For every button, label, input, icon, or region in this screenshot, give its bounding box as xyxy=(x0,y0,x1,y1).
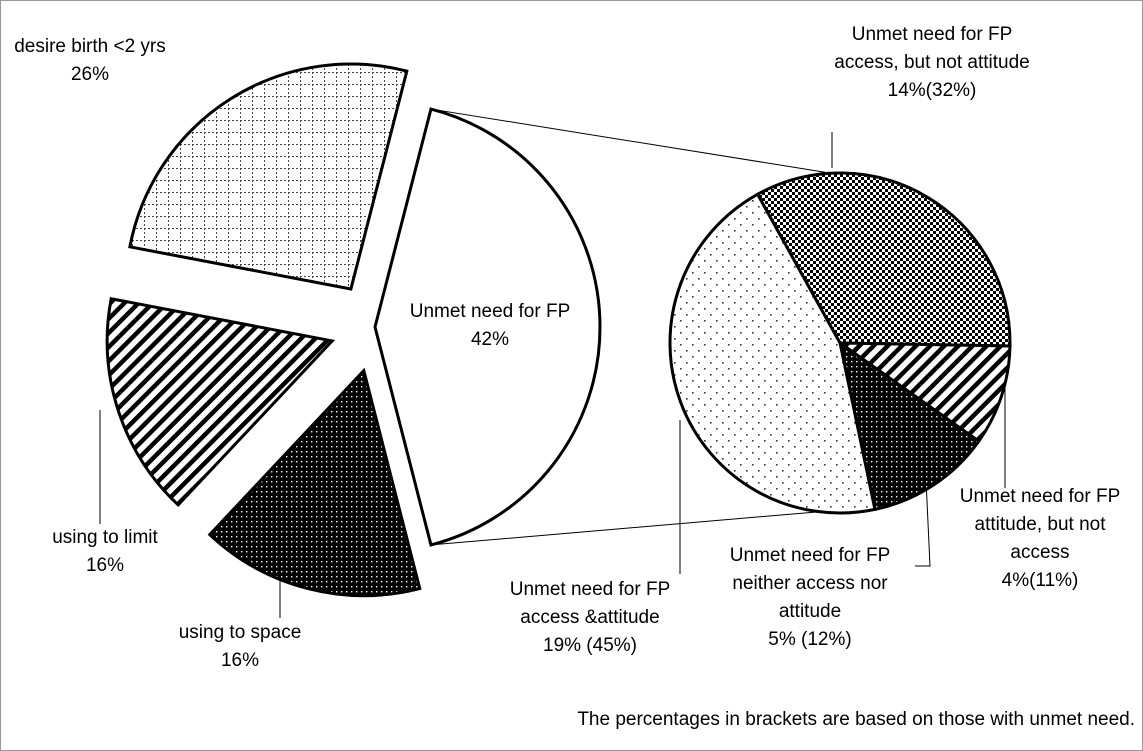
pie-slice xyxy=(373,107,602,547)
slice-label: using to space 16% xyxy=(140,619,340,675)
connector-lines xyxy=(430,108,832,546)
value-label: 4%(11%) xyxy=(1001,570,1079,591)
secondary-label: Unmet need for FP access &attitude 19% (4… xyxy=(490,576,690,660)
pie-slice xyxy=(105,296,336,508)
slice-label: using to limit 16% xyxy=(5,524,205,580)
category-label: Unmet need for FP neither access nor att… xyxy=(729,545,891,622)
category-label: Unmet need for FP attitude, but not acce… xyxy=(959,486,1121,563)
pie-slice xyxy=(207,367,422,598)
secondary-label: Unmet need for FP access, but not attitu… xyxy=(832,21,1032,105)
secondary-label: Unmet need for FP attitude, but not acce… xyxy=(950,483,1130,595)
slice-label: desire birth <2 yrs 26% xyxy=(0,33,210,89)
slice-label: Unmet need for FP 42% xyxy=(390,298,590,354)
value-label: 5% (12%) xyxy=(768,629,852,650)
connector xyxy=(430,108,832,174)
category-label: Unmet need for FP xyxy=(409,301,571,322)
pie-slice xyxy=(128,62,409,291)
secondary-slice xyxy=(835,341,1012,444)
value-label: 26% xyxy=(70,64,110,85)
value-label: 16% xyxy=(220,650,260,671)
value-label: 42% xyxy=(470,329,510,350)
value-label: 16% xyxy=(85,555,125,576)
category-label: desire birth <2 yrs xyxy=(14,36,166,57)
category-label: Unmet need for FP access &attitude xyxy=(509,579,671,628)
leader-lines xyxy=(99,132,1006,618)
secondary-slice xyxy=(837,339,981,512)
secondary-label: Unmet need for FP neither access nor att… xyxy=(705,542,915,654)
category-label: using to limit xyxy=(52,527,158,548)
secondary-slice xyxy=(755,171,1012,348)
connector xyxy=(430,511,820,546)
slices xyxy=(105,62,1012,598)
secondary-slice xyxy=(668,192,877,515)
value-label: 19% (45%) xyxy=(543,635,637,656)
value-label: 14%(32%) xyxy=(887,80,977,101)
category-label: Unmet need for FP access, but not attitu… xyxy=(834,24,1030,73)
footnote: The percentages in brackets are based on… xyxy=(577,709,1135,730)
category-label: using to space xyxy=(178,622,302,643)
